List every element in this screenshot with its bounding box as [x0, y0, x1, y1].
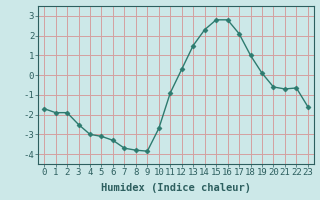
X-axis label: Humidex (Indice chaleur): Humidex (Indice chaleur) — [101, 183, 251, 193]
